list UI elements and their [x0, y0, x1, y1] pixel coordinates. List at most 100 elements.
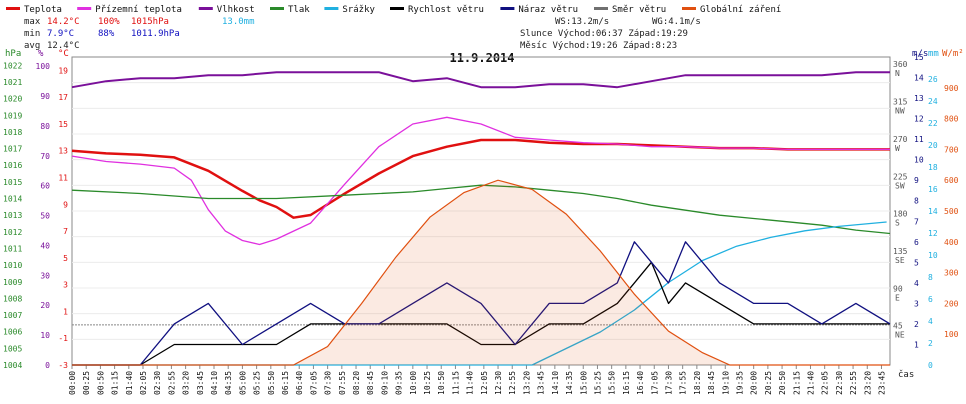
- x-tick-label-30: 12:30: [494, 371, 503, 395]
- x-tick-label-27: 11:15: [451, 371, 460, 395]
- x-tick-label-19: 07:55: [338, 371, 347, 395]
- c-tick-1: 17: [58, 93, 68, 102]
- hpa-tick-15: 1007: [3, 311, 22, 320]
- x-tick-label-51: 21:15: [792, 371, 801, 395]
- legend-label-7: Směr větru: [612, 5, 666, 15]
- hpa-tick-12: 1010: [3, 261, 22, 270]
- mm-tick-10: 6: [928, 295, 933, 304]
- mm-tick-4: 18: [928, 163, 938, 172]
- c-unit-label: °C: [58, 49, 69, 59]
- ms-tick-12: 3: [914, 299, 919, 308]
- x-tick-label-12: 05:00: [238, 371, 247, 395]
- x-tick-label-57: 23:45: [877, 371, 886, 395]
- dir-name-tick-4: S: [895, 219, 900, 228]
- pct-tick-10: 0: [45, 361, 50, 370]
- mm-tick-1: 24: [928, 97, 938, 106]
- pct-tick-4: 60: [40, 182, 50, 191]
- hpa-tick-2: 1020: [3, 95, 22, 104]
- legend-swatch-6: [500, 7, 515, 10]
- hpa-tick-11: 1011: [3, 244, 22, 253]
- pct-tick-6: 40: [40, 241, 50, 250]
- legend-label-4: Srážky: [342, 5, 375, 15]
- pct-tick-8: 20: [40, 301, 50, 310]
- legend-swatch-3: [270, 7, 284, 10]
- x-tick-label-43: 17:55: [679, 371, 688, 395]
- pct-tick-0: 100: [36, 62, 51, 71]
- series-area-7: [72, 180, 890, 365]
- stat-min-temp: 7.9°C: [47, 29, 74, 39]
- pct-tick-1: 90: [40, 92, 50, 101]
- dir-deg-tick-5: 135: [893, 247, 908, 256]
- x-tick-label-23: 09:35: [395, 371, 404, 395]
- dir-deg-tick-0: 360: [893, 60, 908, 69]
- dir-deg-tick-7: 45: [893, 322, 903, 331]
- x-tick-label-55: 22:55: [849, 371, 858, 395]
- hpa-tick-10: 1012: [3, 228, 22, 237]
- x-tick-label-6: 02:30: [153, 371, 162, 395]
- pct-tick-7: 30: [40, 271, 50, 280]
- dir-deg-tick-1: 315: [893, 98, 908, 107]
- x-tick-label-24: 10:00: [409, 371, 418, 395]
- hpa-tick-4: 1018: [3, 128, 22, 137]
- c-tick-9: 1: [63, 307, 68, 316]
- dir-name-tick-3: SW: [895, 181, 905, 190]
- ms-tick-3: 12: [914, 115, 924, 124]
- pct-tick-5: 50: [40, 212, 50, 221]
- x-tick-label-25: 10:25: [423, 371, 432, 395]
- mm-unit-label: mm: [928, 49, 939, 59]
- x-tick-label-26: 10:50: [437, 371, 446, 395]
- legend-swatch-2: [198, 7, 213, 10]
- x-tick-label-0: 00:00: [68, 371, 77, 395]
- wm2-tick-5: 400: [944, 238, 959, 247]
- left-axes: 1022102110201019101810171016101510141013…: [3, 61, 68, 370]
- x-tick-label-48: 20:00: [750, 371, 759, 395]
- stats-block: max 14.2°C 100% 1015hPa 13.0mm min 7.9°C…: [24, 17, 701, 51]
- series-line-5: [72, 261, 890, 366]
- stat-min-label: min: [24, 29, 40, 39]
- time-unit-label: čas: [898, 369, 914, 380]
- pct-unit-label: %: [38, 49, 44, 59]
- x-tick-label-29: 12:05: [480, 371, 489, 395]
- legend-label-2: Vlhkost: [217, 5, 255, 15]
- legend-label-8: Globální záření: [700, 5, 781, 15]
- x-tick-label-28: 11:40: [466, 371, 475, 395]
- ms-tick-9: 6: [914, 238, 919, 247]
- mm-tick-6: 14: [928, 207, 938, 216]
- x-tick-label-7: 02:55: [167, 371, 176, 395]
- dir-name-tick-7: NE: [895, 331, 905, 340]
- hpa-tick-5: 1017: [3, 145, 22, 154]
- hpa-tick-0: 1022: [3, 61, 22, 70]
- c-tick-2: 15: [58, 120, 68, 129]
- mm-tick-13: 0: [928, 361, 933, 370]
- axis-unit-labels: hPa % °C m/s mm W/m² čas: [5, 49, 964, 380]
- data-marks: [71, 71, 891, 366]
- legend-label-6: Náraz větru: [518, 5, 578, 15]
- series-line-4: [72, 221, 887, 366]
- stat-avg-label: avg: [24, 41, 40, 51]
- mm-tick-11: 4: [928, 317, 933, 326]
- stat-wg: WG:4.1m/s: [652, 17, 701, 27]
- stat-sun: Slunce Východ:06:37 Západ:19:29: [520, 29, 688, 39]
- legend-swatch-8: [682, 7, 696, 10]
- wm2-tick-3: 600: [944, 176, 959, 185]
- legend-swatch-1: [77, 7, 92, 10]
- legend-label-1: Přízemní teplota: [95, 5, 182, 15]
- series-line-1: [71, 116, 890, 246]
- legend-swatch-7: [594, 7, 608, 10]
- x-tick-label-13: 05:25: [253, 371, 262, 395]
- series-line-7: [72, 179, 890, 366]
- x-tick-label-46: 19:10: [721, 371, 730, 395]
- stat-max-hum: 100%: [98, 17, 120, 27]
- stat-avg-temp: 12.4°C: [47, 41, 80, 51]
- x-tick-label-8: 03:20: [182, 371, 191, 395]
- mm-tick-5: 16: [928, 185, 938, 194]
- c-tick-6: 7: [63, 227, 68, 236]
- x-tick-label-21: 08:45: [366, 371, 375, 395]
- x-tick-label-39: 16:15: [622, 371, 631, 395]
- x-tick-label-38: 15:50: [608, 371, 617, 395]
- x-tick-label-31: 12:55: [508, 371, 517, 395]
- legend-label-3: Tlak: [288, 5, 310, 15]
- stat-rain: 13.0mm: [222, 17, 255, 27]
- pct-tick-3: 70: [40, 152, 50, 161]
- hpa-tick-9: 1013: [3, 211, 22, 220]
